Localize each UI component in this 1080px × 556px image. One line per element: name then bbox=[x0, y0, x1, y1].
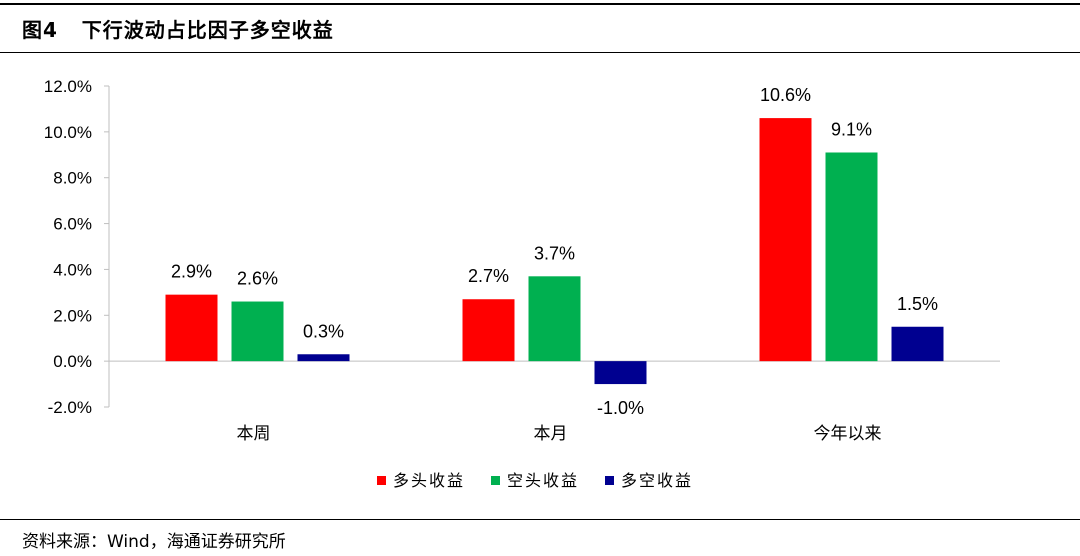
y-tick-label: 2.0% bbox=[53, 306, 92, 325]
data-label: 2.7% bbox=[468, 266, 509, 286]
y-tick-label: 12.0% bbox=[44, 77, 92, 96]
data-label: 2.6% bbox=[237, 269, 278, 289]
y-tick-label: 8.0% bbox=[53, 169, 92, 188]
bar bbox=[231, 301, 284, 362]
y-tick-label: -2.0% bbox=[48, 398, 92, 417]
legend-label: 空头收益 bbox=[507, 472, 579, 490]
bar bbox=[825, 152, 878, 362]
legend-label: 多空收益 bbox=[621, 472, 693, 490]
legend-label: 多头收益 bbox=[393, 472, 465, 490]
bar-chart: -2.0% 0.0% 2.0% 4.0% 6.0% 8.0% 10.0% 12.0% 2.9% 2… bbox=[44, 77, 1000, 490]
y-tick-label: 6.0% bbox=[53, 215, 92, 234]
data-label: 9.1% bbox=[831, 119, 872, 139]
bar bbox=[759, 118, 812, 362]
legend-swatch bbox=[605, 476, 614, 485]
legend-swatch bbox=[491, 476, 500, 485]
y-tick-label: 4.0% bbox=[53, 260, 92, 279]
data-label: 2.9% bbox=[171, 262, 212, 282]
y-tick-label: 10.0% bbox=[44, 123, 92, 142]
bar bbox=[594, 361, 647, 385]
top-rule bbox=[0, 3, 1080, 5]
y-tick-label: 0.0% bbox=[53, 352, 92, 371]
data-label: 0.3% bbox=[303, 321, 344, 341]
bottom-rule bbox=[0, 519, 1080, 520]
bar bbox=[462, 299, 515, 362]
source-note: 资料来源：Wind，海通证券研究所 bbox=[22, 532, 286, 552]
data-label: 10.6% bbox=[760, 85, 811, 105]
x-category-label: 本月 bbox=[534, 424, 568, 443]
title-rule bbox=[0, 52, 1080, 53]
figure-title: 图4 下行波动占比因子多空收益 bbox=[22, 18, 334, 42]
data-label: -1.0% bbox=[597, 398, 644, 418]
x-category-label: 本周 bbox=[237, 424, 271, 443]
x-category-label: 今年以来 bbox=[814, 424, 882, 443]
data-label: 3.7% bbox=[534, 243, 575, 263]
bar bbox=[891, 326, 944, 362]
legend-swatch bbox=[377, 476, 386, 485]
bar bbox=[297, 354, 350, 362]
figure-header: 图4 下行波动占比因子多空收益 bbox=[0, 0, 1080, 58]
bar bbox=[528, 276, 581, 362]
data-label: 1.5% bbox=[897, 294, 938, 314]
bar bbox=[165, 294, 218, 362]
